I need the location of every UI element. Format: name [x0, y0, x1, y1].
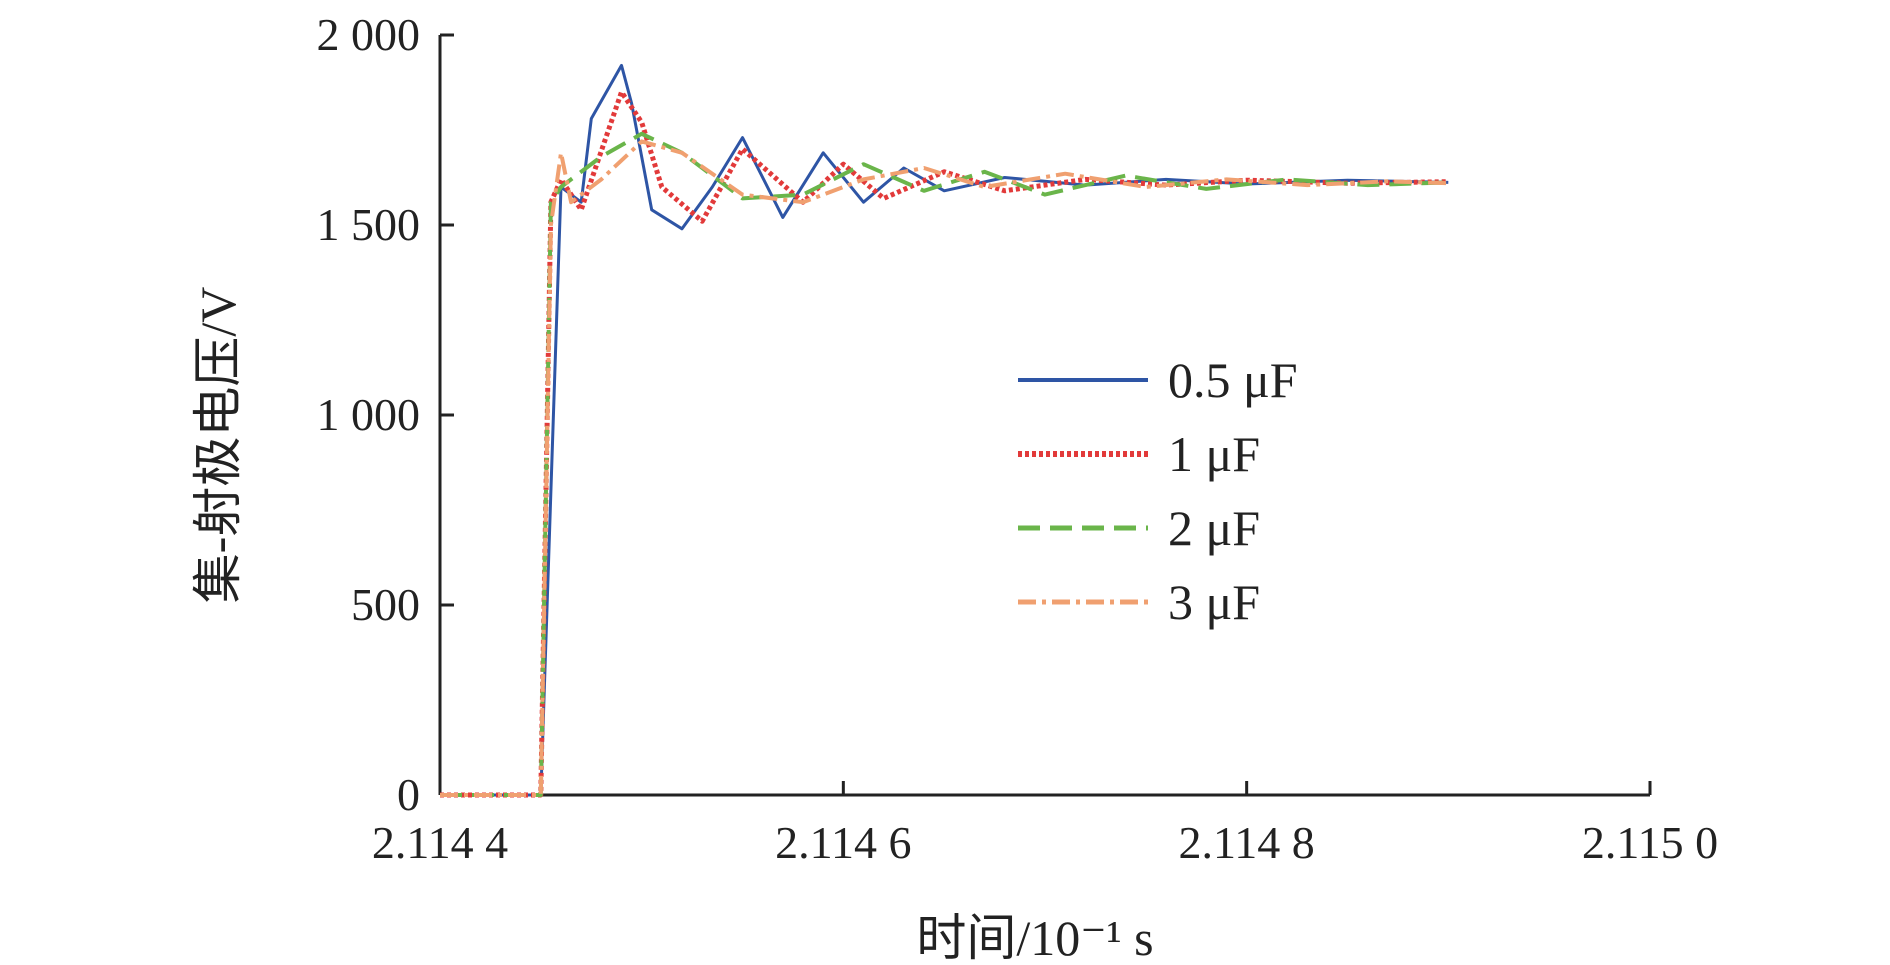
y-tick-label: 2 000 — [317, 9, 421, 60]
x-tick-label: 2.115 0 — [1582, 817, 1718, 868]
legend-label: 1 μF — [1168, 426, 1260, 482]
legend-label: 2 μF — [1168, 500, 1260, 556]
series-lines — [440, 63, 1449, 798]
x-tick-label: 2.114 4 — [372, 817, 508, 868]
y-ticks: 0 500 1 000 1 500 2 000 — [317, 9, 454, 820]
series-line — [440, 89, 1449, 798]
x-tick-label: 2.114 8 — [1179, 817, 1315, 868]
y-tick-label: 0 — [397, 769, 420, 820]
legend: 0.5 μF 1 μF 2 μF 3 μF — [1018, 352, 1298, 630]
x-ticks: 2.114 4 2.114 6 2.114 8 2.115 0 — [372, 781, 1718, 868]
axes — [438, 35, 1650, 797]
y-tick-label: 1 500 — [317, 199, 421, 250]
series-line — [440, 131, 1449, 797]
legend-label: 0.5 μF — [1168, 352, 1298, 408]
legend-label: 3 μF — [1168, 574, 1260, 630]
y-tick-label: 1 000 — [317, 389, 421, 440]
x-axis-title: 时间/10⁻¹ s — [916, 910, 1153, 965]
y-tick-label: 500 — [351, 579, 420, 630]
y-axis-title: 集-射极电压/V — [190, 287, 246, 604]
series-line — [440, 139, 1449, 797]
x-tick-label: 2.114 6 — [775, 817, 911, 868]
